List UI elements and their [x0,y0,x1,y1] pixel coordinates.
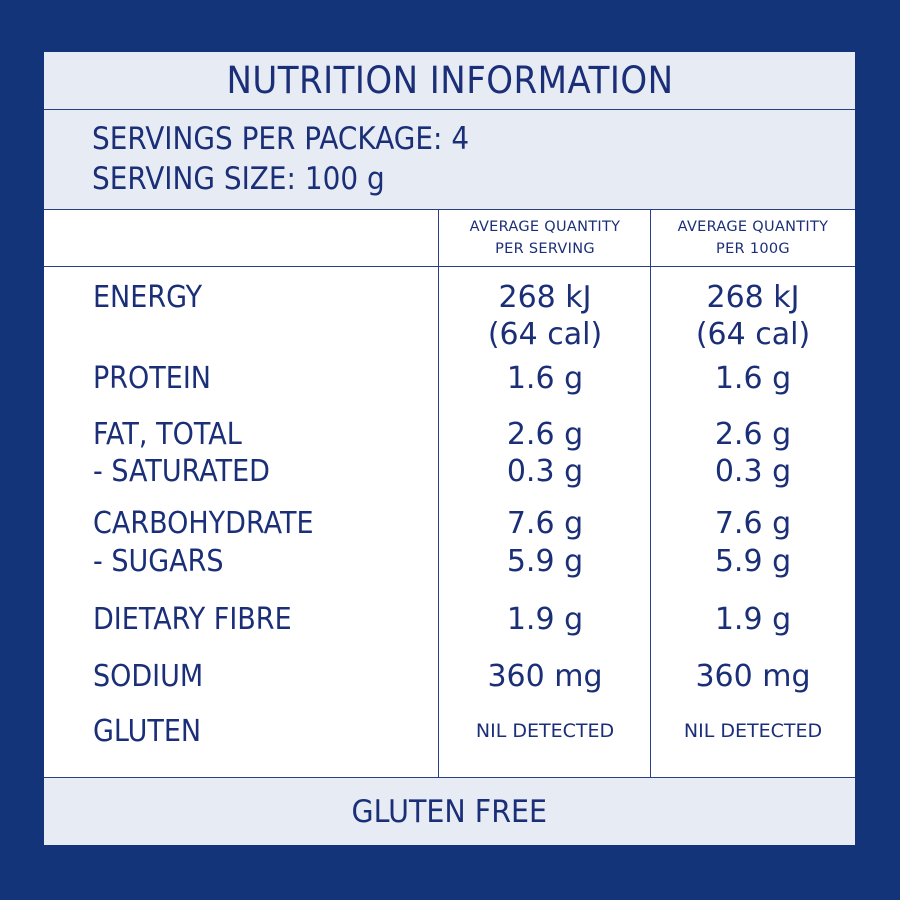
value-per-serving: 1.6 g [506,361,584,396]
value-per-100g: 268 kJ (64 cal) [695,280,811,352]
servings-per-package: SERVINGS PER PACKAGE: 4 [92,121,470,157]
row-label: GLUTEN [93,714,202,749]
row-label: - SUGARS [93,544,224,579]
column-header-per-serving: AVERAGE QUANTITY PER SERVING [469,219,621,257]
value-per-serving: NIL DETECTED [475,720,615,742]
servings-band: SERVINGS PER PACKAGE: 4 SERVING SIZE: 10… [44,110,855,210]
row-label: - SATURATED [93,454,270,489]
value-per-100g: 1.6 g [714,361,792,396]
row-label: SODIUM [93,659,204,694]
serving-size: SERVING SIZE: 100 g [92,161,385,197]
value-per-100g: NIL DETECTED [683,720,823,742]
value-per-100g: 7.6 g [714,506,792,541]
footer-band: GLUTEN FREE [44,777,855,845]
value-per-100g: 5.9 g [714,544,792,579]
panel-title: NUTRITION INFORMATION [225,59,674,102]
row-label: CARBOHYDRATE [93,506,314,541]
value-per-100g: 360 mg [695,659,811,694]
value-per-100g: 2.6 g [714,417,792,452]
column-header-per-100g: AVERAGE QUANTITY PER 100G [677,219,829,257]
value-per-serving: 2.6 g [506,417,584,452]
row-label: FAT, TOTAL [93,417,242,452]
title-band: NUTRITION INFORMATION [44,52,855,110]
value-per-100g: 0.3 g [714,454,792,489]
row-label: DIETARY FIBRE [93,602,292,637]
column-divider [650,210,651,777]
value-per-serving: 360 mg [487,659,603,694]
column-header-row: AVERAGE QUANTITY PER SERVING AVERAGE QUA… [44,210,855,267]
value-per-100g: 1.9 g [714,602,792,637]
column-divider [438,210,439,777]
value-per-serving: 1.9 g [506,602,584,637]
gluten-free-claim: GLUTEN FREE [351,793,548,830]
nutrition-panel: NUTRITION INFORMATION SERVINGS PER PACKA… [44,52,855,845]
value-per-serving: 268 kJ (64 cal) [487,280,603,352]
row-label: PROTEIN [93,361,212,396]
value-per-serving: 7.6 g [506,506,584,541]
value-per-serving: 5.9 g [506,544,584,579]
row-label: ENERGY [93,280,203,315]
value-per-serving: 0.3 g [506,454,584,489]
